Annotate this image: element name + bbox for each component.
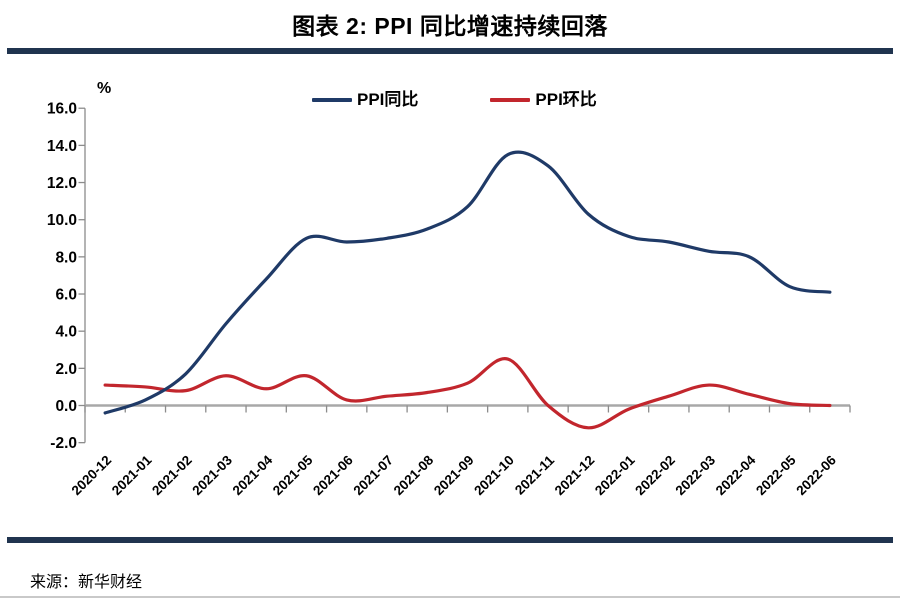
chart-legend: PPI同比 PPI环比 — [312, 91, 597, 108]
legend-label-ppi-yoy: PPI同比 — [357, 90, 419, 109]
x-tick-label: 2022-03 — [673, 452, 719, 498]
y-tick-label: 8.0 — [55, 249, 77, 266]
y-tick-label: -2.0 — [50, 435, 77, 452]
x-tick-label: 2022-06 — [793, 452, 839, 498]
x-tick-label: 2021-08 — [391, 452, 437, 498]
source-note: 来源：新华财经 — [30, 574, 143, 591]
footer-divider — [0, 596, 900, 598]
x-tick-label: 2021-06 — [310, 452, 356, 498]
x-tick-label: 2021-04 — [230, 452, 276, 498]
x-tick-label: 2021-11 — [512, 452, 557, 497]
x-tick-label: 2021-09 — [431, 453, 477, 499]
x-tick-label: 2022-01 — [592, 452, 638, 498]
legend-label-ppi-mom: PPI环比 — [535, 90, 597, 109]
x-tick-label: 2021-07 — [350, 453, 396, 499]
x-tick-label: 2021-05 — [270, 452, 316, 498]
y-axis-unit-label: % — [97, 80, 112, 97]
y-tick-label: 12.0 — [47, 175, 77, 192]
x-tick-label: 2022-02 — [632, 453, 678, 499]
y-tick-label: 10.0 — [47, 212, 77, 229]
x-tick-label: 2022-05 — [753, 452, 799, 498]
y-tick-label: 16.0 — [47, 101, 77, 118]
ppi-yoy-series-line — [103, 150, 832, 415]
figure-title: 图表 2: PPI 同比增速持续回落 — [292, 13, 608, 39]
legend-item-ppi-yoy: PPI同比 — [312, 91, 418, 108]
x-tick-label: 2021-01 — [109, 452, 155, 498]
y-tick-label: 14.0 — [47, 138, 77, 155]
legend-item-ppi-mom: PPI环比 — [490, 90, 597, 109]
ppi-mom-line-swatch — [490, 97, 531, 102]
x-tick-label: 2020-12 — [69, 453, 115, 499]
ppi-yoy-line-swatch — [312, 97, 352, 102]
y-tick-label: 6.0 — [55, 287, 77, 304]
y-tick-label: 0.0 — [55, 398, 77, 415]
y-tick-label: 4.0 — [55, 324, 77, 341]
x-tick-label: 2022-04 — [713, 452, 759, 498]
ppi-mom-series-line — [103, 357, 832, 430]
top-border-bar — [7, 48, 893, 54]
bottom-border-bar — [7, 537, 893, 543]
x-tick-label: 2021-02 — [149, 453, 195, 499]
x-tick-label: 2021-10 — [471, 453, 517, 499]
x-tick-label: 2021-12 — [552, 453, 598, 499]
x-tick-label: 2021-03 — [189, 452, 235, 498]
y-tick-label: 2.0 — [55, 361, 77, 378]
